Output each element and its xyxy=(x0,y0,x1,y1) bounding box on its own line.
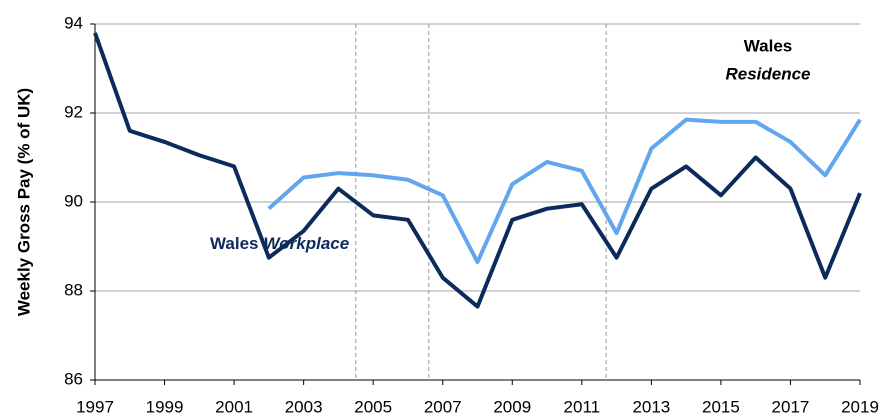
y-tick-label: 94 xyxy=(64,13,83,32)
x-tick-label: 2015 xyxy=(702,397,740,416)
series-label-part: Wales xyxy=(210,234,259,253)
x-tick-label: 2017 xyxy=(772,397,810,416)
y-tick-label: 90 xyxy=(64,191,83,210)
y-tick-label: 86 xyxy=(64,369,83,388)
x-tick-label: 1997 xyxy=(76,397,114,416)
series-label: Wales xyxy=(744,36,793,55)
x-tick-label: 2019 xyxy=(841,397,879,416)
y-tick-label: 92 xyxy=(64,102,83,121)
y-axis-label: Weekly Gross Pay (% of UK) xyxy=(14,88,33,316)
series-label: Wales Workplace xyxy=(210,234,349,253)
x-tick-label: 2007 xyxy=(424,397,462,416)
series-label: Residence xyxy=(725,64,810,83)
x-tick-label: 1999 xyxy=(146,397,184,416)
x-tick-label: 2003 xyxy=(285,397,323,416)
line-series xyxy=(93,32,862,309)
series-label-part: Workplace xyxy=(264,234,350,253)
y-tick-label: 88 xyxy=(64,280,83,299)
x-tick-label: 2009 xyxy=(493,397,531,416)
x-tick-label: 2013 xyxy=(632,397,670,416)
x-tick-label: 2005 xyxy=(354,397,392,416)
x-tick-label: 2011 xyxy=(564,397,601,416)
line-series xyxy=(267,117,862,265)
x-tick-label: 2001 xyxy=(215,397,253,416)
